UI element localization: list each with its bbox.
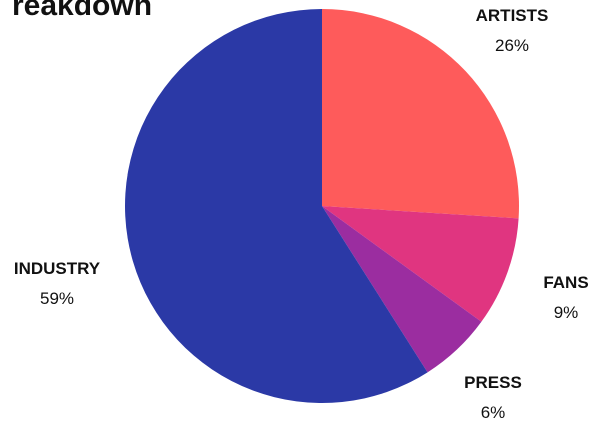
slice-label-industry: INDUSTRY xyxy=(14,259,101,278)
slice-label-press: PRESS xyxy=(464,373,522,392)
chart-title: reakdown xyxy=(12,0,153,22)
slice-value-press: 6% xyxy=(481,403,506,422)
pie-slice-artists xyxy=(322,9,519,219)
pie-labels: ARTISTS 26% FANS 9% PRESS 6% INDUSTRY 59% xyxy=(14,6,589,422)
pie-slice-press xyxy=(322,206,482,373)
slice-value-fans: 9% xyxy=(554,303,579,322)
slice-label-artists: ARTISTS xyxy=(476,6,549,25)
pie-slice-industry xyxy=(124,9,428,403)
pie-slice-fans xyxy=(322,206,519,322)
slice-value-industry: 59% xyxy=(40,289,74,308)
pie-slices xyxy=(124,9,519,403)
slice-value-artists: 26% xyxy=(495,36,529,55)
slice-label-fans: FANS xyxy=(543,273,588,292)
